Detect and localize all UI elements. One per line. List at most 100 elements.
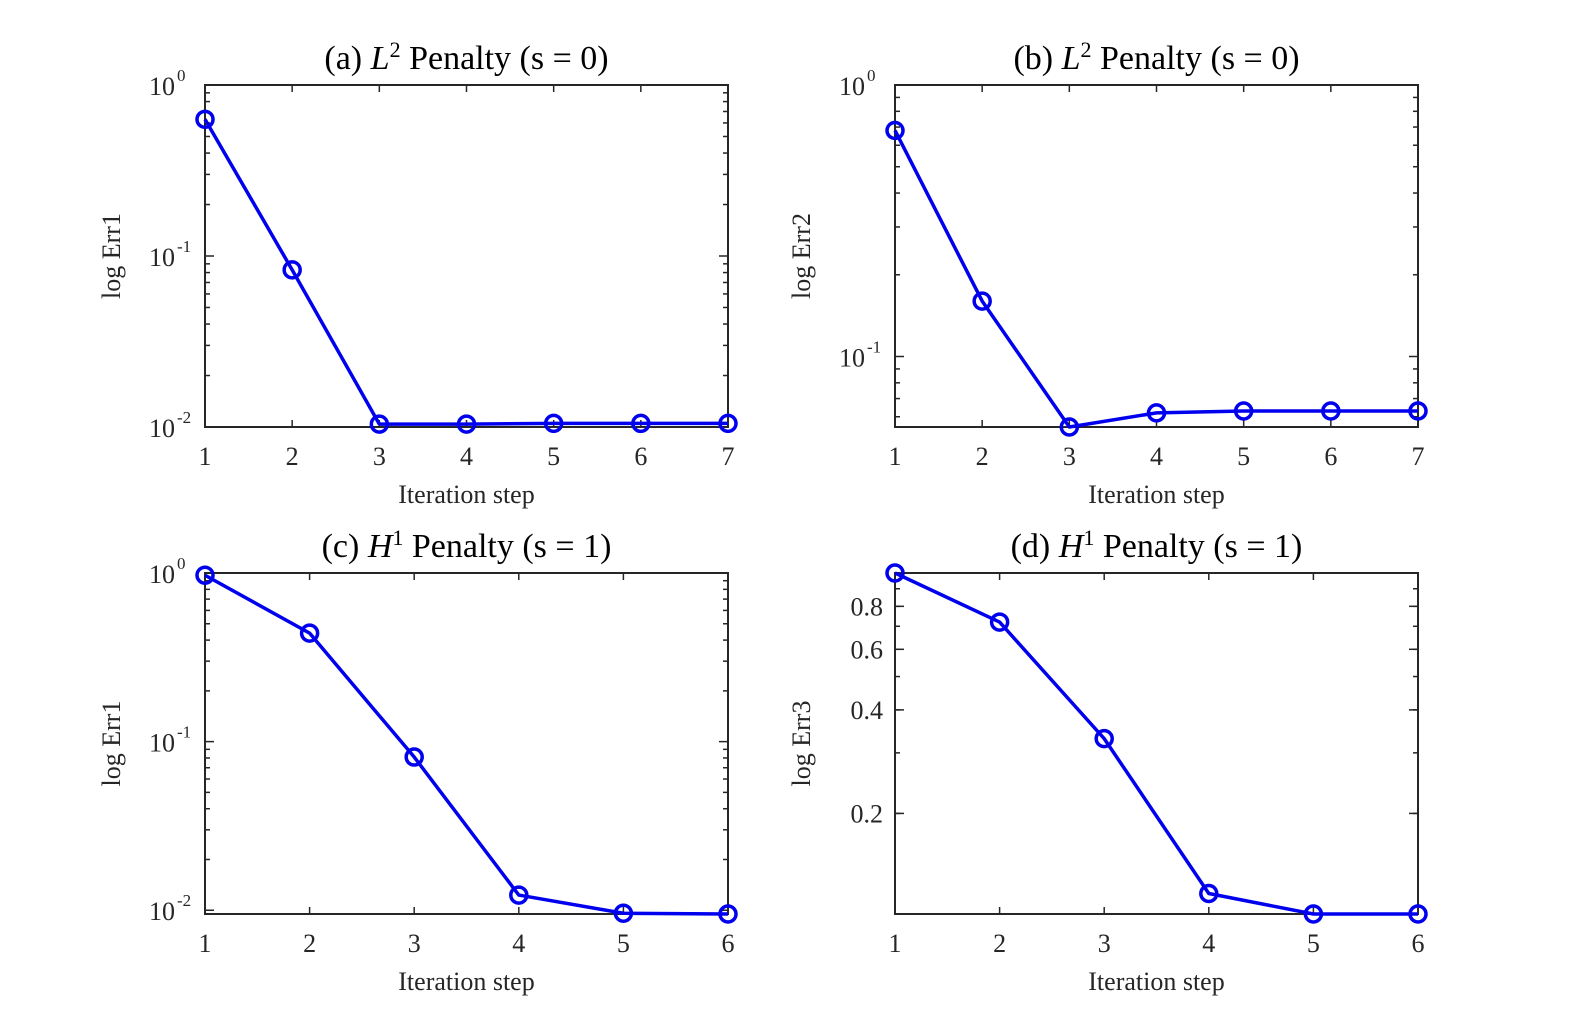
data-point	[1303, 904, 1324, 924]
x-axis-label: Iteration step	[398, 967, 534, 996]
data-point	[299, 623, 320, 643]
title-superscript: 2	[390, 37, 401, 62]
y-tick-exponent: 0	[177, 66, 186, 85]
title-prefix: (c)	[322, 528, 368, 565]
title-symbol: L	[370, 40, 390, 77]
x-tick-label: 2	[976, 442, 989, 471]
data-point	[1146, 403, 1167, 423]
x-tick-label: 4	[1202, 929, 1215, 958]
title-suffix: Penalty (s = 1)	[403, 528, 611, 565]
data-point	[195, 565, 215, 585]
data-point	[885, 563, 905, 583]
x-tick-label: 3	[1098, 929, 1111, 958]
series-line	[203, 118, 728, 426]
series-line	[893, 129, 1418, 429]
data-point	[989, 612, 1010, 632]
y-tick-label: 10	[149, 243, 175, 272]
data-point	[369, 414, 390, 434]
title-prefix: (d)	[1011, 528, 1059, 565]
y-tick-exponent: -1	[177, 723, 191, 742]
x-tick-label: 6	[634, 442, 647, 471]
title-prefix: (b)	[1013, 40, 1061, 77]
x-tick-label: 5	[1237, 442, 1250, 471]
data-point	[631, 413, 651, 434]
data-point	[972, 291, 992, 311]
data-point	[718, 904, 738, 924]
data-point	[1094, 728, 1114, 749]
axes-box	[894, 84, 1419, 428]
x-tick-label: 4	[1150, 442, 1163, 471]
data-point	[1321, 401, 1341, 421]
title-symbol: H	[1058, 528, 1086, 565]
y-tick-exponent: -1	[177, 237, 191, 256]
y-tick-label: 0.2	[851, 799, 884, 828]
x-tick-label: 5	[1307, 929, 1320, 958]
y-tick-label: 10	[149, 897, 175, 926]
x-tick-label: 2	[303, 929, 316, 958]
data-point	[613, 903, 634, 923]
title-suffix: Penalty (s = 1)	[1094, 528, 1302, 565]
y-tick-label: 10	[839, 72, 865, 101]
chart-title: (a) L2 Penalty (s = 0)	[324, 37, 608, 78]
axes-box	[894, 572, 1419, 915]
x-tick-label: 1	[199, 442, 212, 471]
y-axis-label: log Err1	[97, 213, 126, 299]
x-tick-label: 5	[547, 442, 560, 471]
axes-box	[204, 572, 729, 915]
x-tick-label: 7	[722, 442, 735, 471]
chart-title: (c) H1 Penalty (s = 1)	[322, 525, 612, 566]
data-point	[718, 413, 738, 434]
data-point	[885, 120, 905, 141]
y-tick-exponent: -1	[867, 338, 881, 357]
y-tick-exponent: -2	[177, 891, 191, 910]
title-prefix: (a)	[324, 40, 370, 77]
x-tick-label: 6	[722, 929, 735, 958]
title-superscript: 1	[1083, 525, 1094, 550]
y-tick-label: 0.6	[851, 635, 884, 664]
x-tick-label: 6	[1324, 442, 1337, 471]
x-tick-label: 5	[617, 929, 630, 958]
title-symbol: L	[1061, 40, 1081, 77]
x-tick-label: 4	[512, 929, 525, 958]
x-tick-label: 6	[1412, 929, 1425, 958]
data-point	[543, 413, 564, 434]
x-tick-label: 4	[460, 442, 473, 471]
y-tick-label: 10	[149, 414, 175, 443]
title-superscript: 1	[392, 525, 403, 550]
series-line	[204, 573, 729, 916]
data-point	[195, 109, 215, 130]
data-point	[456, 414, 477, 434]
title-suffix: Penalty (s = 0)	[1092, 40, 1300, 77]
x-axis-label: Iteration step	[1088, 480, 1224, 509]
y-tick-label: 0.4	[851, 696, 884, 725]
data-point	[1199, 883, 1219, 904]
panel-b: (b) L2 Penalty (s = 0)1 2 3 4 5 6 710 010 -1Iter…	[787, 37, 1428, 509]
x-tick-label: 3	[1063, 442, 1076, 471]
data-point	[282, 260, 302, 280]
x-tick-label: 3	[408, 929, 421, 958]
y-tick-exponent: 0	[867, 66, 876, 85]
chart-title: (b) L2 Penalty (s = 0)	[1013, 37, 1299, 78]
y-tick-exponent: -2	[177, 408, 191, 427]
y-tick-label: 0.8	[851, 592, 884, 621]
x-tick-label: 7	[1412, 442, 1425, 471]
x-tick-label: 2	[993, 929, 1006, 958]
x-tick-label: 1	[889, 442, 902, 471]
x-axis-label: Iteration step	[1088, 967, 1224, 996]
data-point	[1233, 401, 1254, 421]
x-tick-label: 1	[889, 929, 902, 958]
title-suffix: Penalty (s = 0)	[401, 40, 609, 77]
y-tick-label: 10	[839, 344, 865, 373]
x-tick-label: 1	[199, 929, 212, 958]
y-axis-label: log Err2	[787, 213, 816, 299]
data-point	[509, 885, 529, 905]
title-superscript: 2	[1081, 37, 1092, 62]
chart-title: (d) H1 Penalty (s = 1)	[1011, 525, 1303, 566]
title-symbol: H	[367, 528, 395, 565]
data-point	[1408, 401, 1428, 421]
data-point	[1408, 904, 1428, 924]
x-tick-label: 3	[373, 442, 386, 471]
series-line	[894, 571, 1418, 916]
